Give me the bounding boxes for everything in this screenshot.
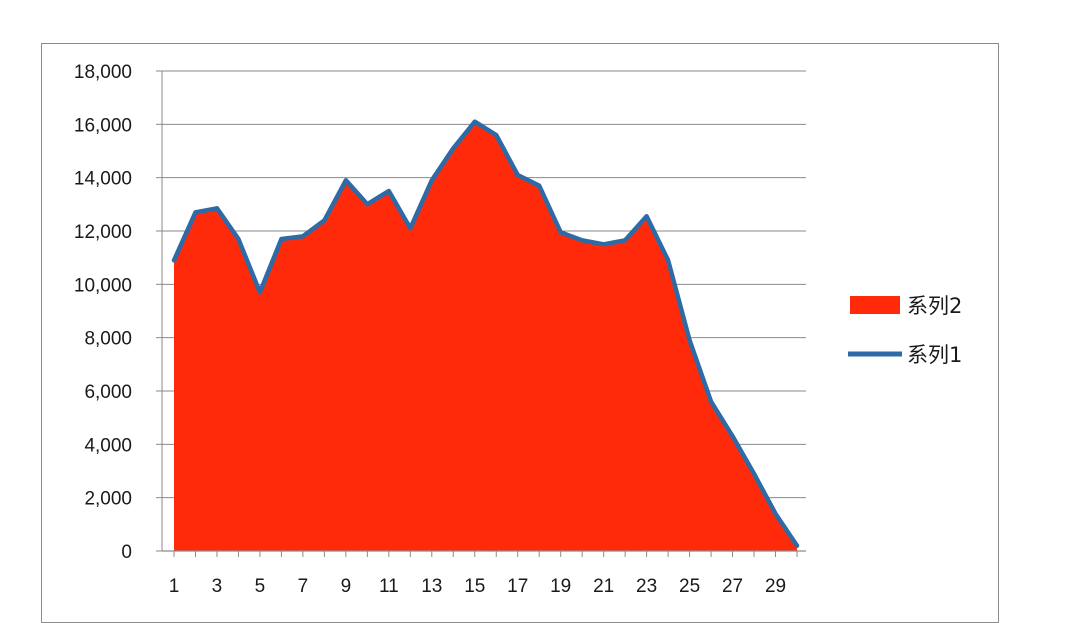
area-series-2 bbox=[174, 121, 797, 551]
x-tick-label: 1 bbox=[169, 576, 180, 597]
legend: 系列2 系列1 bbox=[848, 294, 962, 367]
legend-label-series-1: 系列1 bbox=[907, 343, 962, 367]
x-tick-label: 27 bbox=[722, 576, 743, 597]
y-axis-tick-labels: 0 2,000 4,000 6,000 8,000 10,000 12,000 14,000 1… bbox=[74, 62, 132, 563]
y-tick-label: 2,000 bbox=[84, 489, 132, 510]
axes bbox=[161, 71, 806, 557]
y-tick-label: 4,000 bbox=[84, 435, 132, 456]
x-tick-label: 13 bbox=[421, 576, 442, 597]
x-tick-label: 21 bbox=[593, 576, 614, 597]
y-tick-label: 12,000 bbox=[74, 222, 132, 243]
y-tick-label: 0 bbox=[121, 542, 132, 563]
legend-swatch-series-2 bbox=[850, 296, 900, 314]
x-tick-label: 5 bbox=[255, 576, 266, 597]
y-tick-label: 6,000 bbox=[84, 382, 132, 403]
y-tick-label: 16,000 bbox=[74, 115, 132, 136]
x-tick-label: 23 bbox=[636, 576, 657, 597]
area-series-layer bbox=[174, 121, 797, 551]
x-tick-label: 29 bbox=[765, 576, 786, 597]
x-tick-label: 25 bbox=[679, 576, 700, 597]
x-tick-label: 9 bbox=[341, 576, 352, 597]
line-series-1 bbox=[171, 119, 800, 548]
legend-label-series-2: 系列2 bbox=[907, 294, 962, 318]
x-tick-label: 3 bbox=[212, 576, 223, 597]
x-tick-label: 17 bbox=[507, 576, 528, 597]
y-tick-label: 8,000 bbox=[84, 329, 132, 350]
x-tick-label: 15 bbox=[464, 576, 485, 597]
x-tick-label: 7 bbox=[298, 576, 309, 597]
y-tick-label: 14,000 bbox=[74, 169, 132, 190]
x-tick-label: 19 bbox=[550, 576, 571, 597]
x-tick-label: 11 bbox=[379, 576, 399, 597]
y-tick-label: 18,000 bbox=[74, 62, 132, 83]
y-tick-label: 10,000 bbox=[74, 275, 132, 296]
line-series-layer bbox=[171, 119, 800, 548]
x-axis-tick-labels: 1 3 5 7 9 11 13 15 17 19 21 23 25 27 29 bbox=[169, 576, 786, 597]
